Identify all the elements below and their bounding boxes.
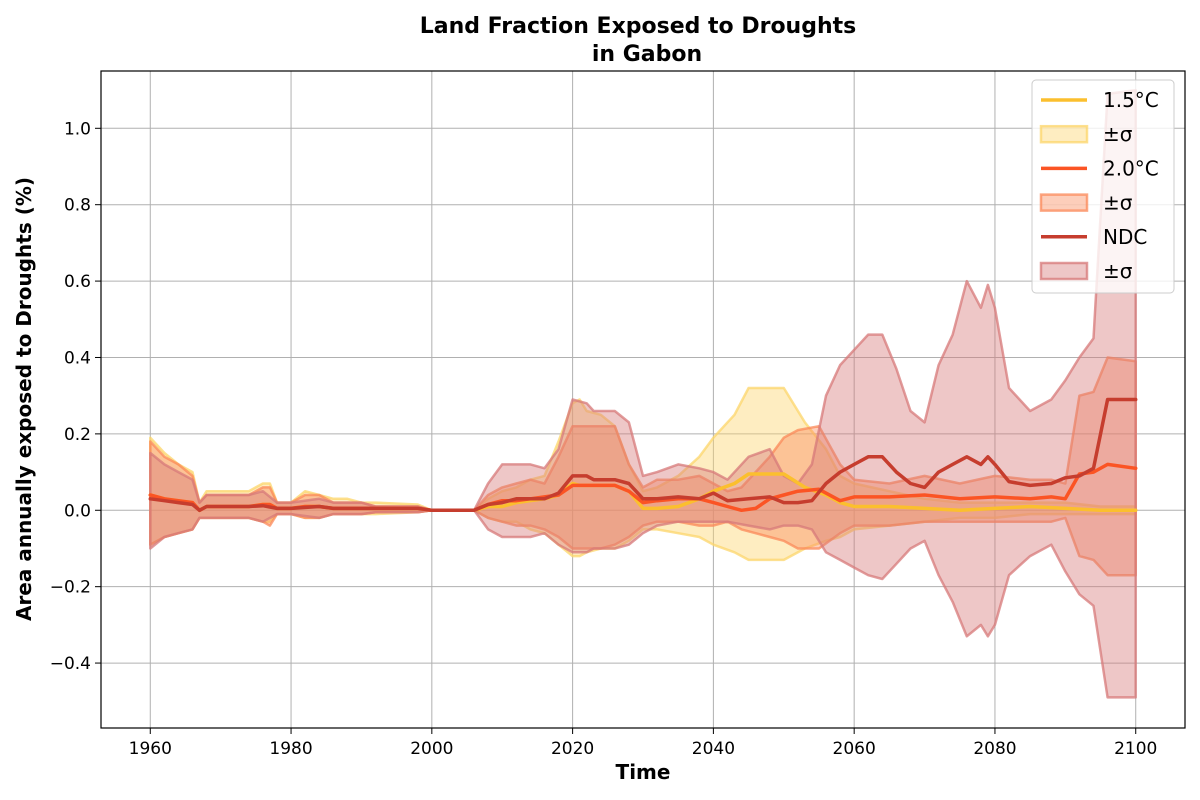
legend-label: ±σ xyxy=(1103,259,1133,283)
sigma-bands xyxy=(149,88,1137,699)
x-tick-label: 2060 xyxy=(833,739,876,759)
x-tick-label: 2080 xyxy=(973,739,1016,759)
y-tick-label: 0.6 xyxy=(64,272,91,292)
plot-area-frame xyxy=(100,70,1186,729)
legend-band-swatch xyxy=(1039,124,1089,144)
legend-band-swatch xyxy=(1039,193,1089,212)
x-tick-label: 1980 xyxy=(269,739,312,759)
legend-label: 1.5°C xyxy=(1103,88,1159,112)
x-tick-label: 2000 xyxy=(410,739,453,759)
y-tick-label: 0.0 xyxy=(64,501,91,521)
y-axis-label: Area annually exposed to Droughts (%) xyxy=(12,177,36,621)
legend-band-swatch xyxy=(1039,261,1089,281)
legend-label: 2.0°C xyxy=(1103,156,1159,180)
y-tick-label: −0.4 xyxy=(50,654,91,674)
series-lines xyxy=(148,397,1138,513)
x-tick-label: 2040 xyxy=(692,739,735,759)
y-axis-ticks: −0.4 −0.2 0.0 0.2 0.4 0.6 0.8 1.0 xyxy=(50,119,101,674)
legend-label: NDC xyxy=(1103,225,1147,249)
y-tick-label: 0.2 xyxy=(64,425,91,445)
y-tick-label: −0.2 xyxy=(50,578,91,598)
x-tick-label: 2020 xyxy=(551,739,594,759)
y-tick-label: 0.4 xyxy=(64,348,91,368)
chart-title-line-2: in Gabon xyxy=(592,42,702,67)
legend-label: ±σ xyxy=(1103,191,1133,215)
legend-label: ±σ xyxy=(1103,122,1133,146)
chart-title-line-1: Land Fraction Exposed to Droughts xyxy=(420,14,857,39)
x-axis-ticks: 1960 1980 2000 2020 2040 2060 2080 2100 xyxy=(129,728,1157,759)
y-tick-label: 0.8 xyxy=(64,196,91,216)
x-tick-label: 1960 xyxy=(129,739,172,759)
x-axis-label: Time xyxy=(616,760,671,784)
series-line-2 xyxy=(148,397,1138,513)
legend-box xyxy=(1031,79,1175,294)
grid-lines xyxy=(101,71,1185,728)
x-tick-label: 2100 xyxy=(1114,739,1157,759)
legend: 1.5°C ±σ 2.0°C ±σ NDC ±σ xyxy=(1031,79,1175,294)
sigma-band-2 xyxy=(149,88,1137,699)
y-tick-label: 1.0 xyxy=(64,119,91,139)
